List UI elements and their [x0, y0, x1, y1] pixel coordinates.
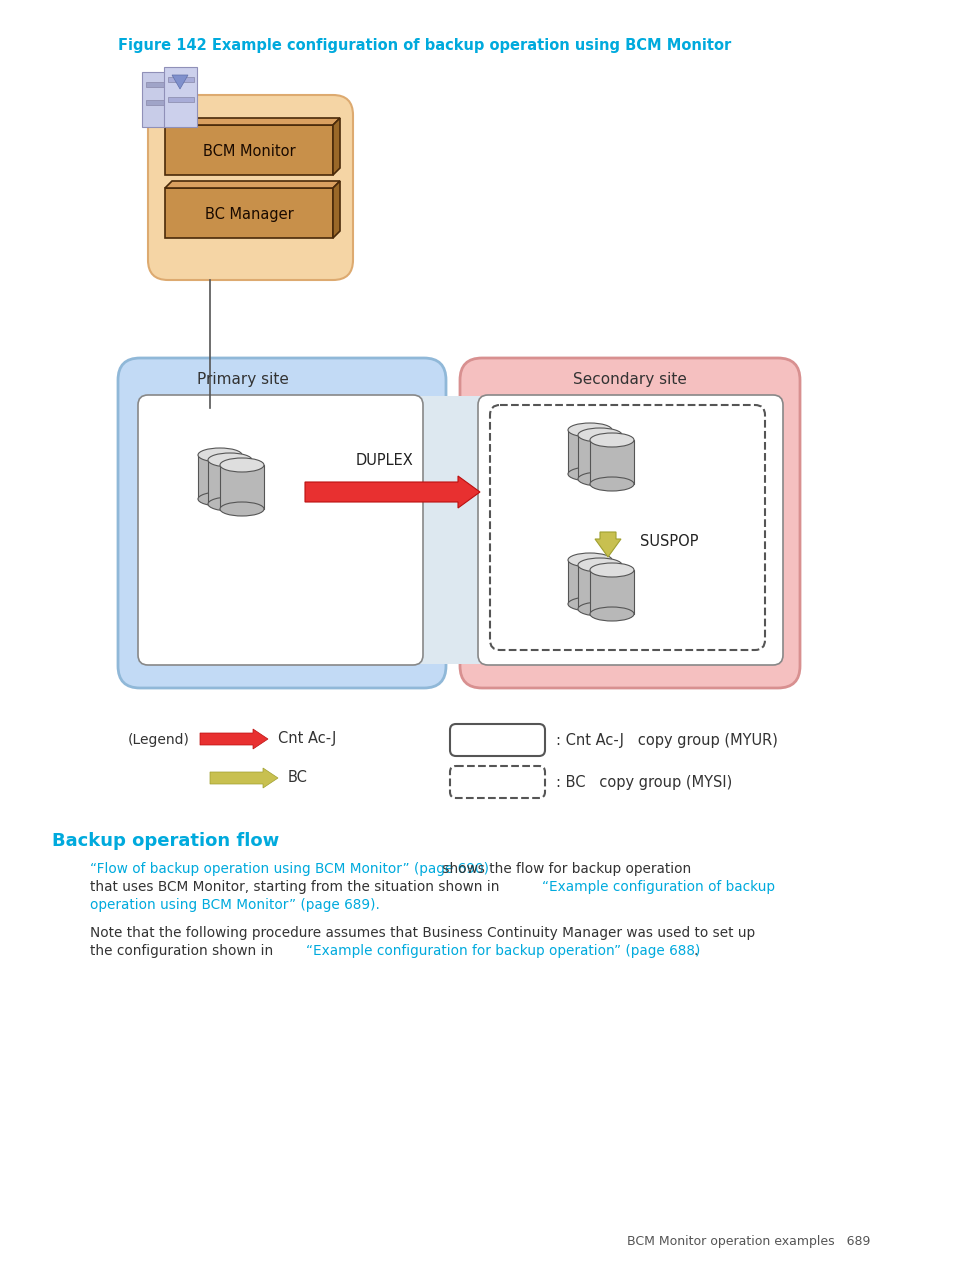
- Bar: [589, 440, 634, 484]
- Polygon shape: [165, 180, 339, 188]
- Text: BCM Monitor operation examples   689: BCM Monitor operation examples 689: [626, 1235, 869, 1248]
- Bar: [567, 430, 612, 474]
- Text: BCM Monitor: BCM Monitor: [202, 144, 295, 159]
- Ellipse shape: [567, 423, 612, 437]
- Ellipse shape: [589, 608, 634, 622]
- Text: Secondary site: Secondary site: [573, 372, 686, 386]
- FancyBboxPatch shape: [138, 395, 422, 665]
- Ellipse shape: [589, 433, 634, 447]
- FancyBboxPatch shape: [450, 766, 544, 798]
- FancyBboxPatch shape: [148, 95, 353, 280]
- Text: “Flow of backup operation using BCM Monitor” (page 690): “Flow of backup operation using BCM Moni…: [90, 862, 489, 876]
- Polygon shape: [333, 180, 339, 238]
- Bar: [208, 460, 252, 505]
- Bar: [165, 188, 333, 238]
- FancyArrow shape: [210, 768, 277, 788]
- Text: Note that the following procedure assumes that Business Continuity Manager was u: Note that the following procedure assume…: [90, 927, 755, 941]
- Text: Figure 142 Example configuration of backup operation using BCM Monitor: Figure 142 Example configuration of back…: [118, 38, 731, 53]
- Polygon shape: [172, 75, 188, 89]
- Text: “Example configuration for backup operation” (page 688): “Example configuration for backup operat…: [306, 944, 700, 958]
- Text: SUSPOP: SUSPOP: [639, 534, 698, 549]
- Bar: [567, 561, 612, 604]
- FancyBboxPatch shape: [459, 358, 800, 688]
- Ellipse shape: [567, 553, 612, 567]
- Ellipse shape: [567, 597, 612, 611]
- Text: .: .: [693, 944, 698, 958]
- Ellipse shape: [567, 466, 612, 480]
- Text: the configuration shown in: the configuration shown in: [90, 944, 277, 958]
- Text: Primary site: Primary site: [196, 372, 288, 386]
- Text: DUPLEX: DUPLEX: [355, 452, 414, 468]
- Polygon shape: [333, 118, 339, 175]
- Text: : Cnt Ac-J   copy group (MYUR): : Cnt Ac-J copy group (MYUR): [556, 732, 777, 747]
- Bar: [168, 97, 193, 102]
- Ellipse shape: [220, 502, 264, 516]
- Bar: [589, 569, 634, 614]
- Bar: [146, 83, 166, 86]
- Bar: [168, 78, 193, 83]
- FancyBboxPatch shape: [477, 395, 782, 665]
- Bar: [164, 67, 196, 127]
- FancyArrow shape: [200, 730, 268, 749]
- FancyArrow shape: [305, 477, 479, 508]
- Ellipse shape: [578, 472, 621, 486]
- FancyBboxPatch shape: [490, 405, 764, 649]
- Text: BC: BC: [288, 770, 308, 785]
- Bar: [578, 566, 621, 609]
- Bar: [419, 397, 479, 663]
- Bar: [198, 455, 242, 500]
- Text: shows the flow for backup operation: shows the flow for backup operation: [437, 862, 691, 876]
- FancyBboxPatch shape: [450, 724, 544, 756]
- Ellipse shape: [578, 558, 621, 572]
- Bar: [142, 72, 170, 127]
- Ellipse shape: [578, 428, 621, 442]
- Text: operation using BCM Monitor” (page 689).: operation using BCM Monitor” (page 689).: [90, 899, 379, 913]
- Polygon shape: [165, 118, 339, 125]
- Ellipse shape: [589, 477, 634, 491]
- Ellipse shape: [198, 447, 242, 461]
- Text: (Legend): (Legend): [128, 733, 190, 747]
- Ellipse shape: [589, 563, 634, 577]
- Bar: [165, 125, 333, 175]
- Ellipse shape: [220, 458, 264, 472]
- Ellipse shape: [208, 452, 252, 466]
- Text: Cnt Ac-J: Cnt Ac-J: [277, 732, 336, 746]
- Text: that uses BCM Monitor, starting from the situation shown in: that uses BCM Monitor, starting from the…: [90, 880, 503, 894]
- Ellipse shape: [198, 492, 242, 506]
- Ellipse shape: [208, 497, 252, 511]
- Bar: [578, 435, 621, 479]
- Bar: [220, 465, 264, 508]
- Bar: [146, 100, 166, 105]
- Text: Backup operation flow: Backup operation flow: [52, 833, 279, 850]
- Text: BC Manager: BC Manager: [204, 206, 294, 221]
- Ellipse shape: [578, 602, 621, 616]
- FancyArrow shape: [595, 533, 620, 557]
- Text: “Example configuration of backup: “Example configuration of backup: [541, 880, 774, 894]
- Text: : BC   copy group (MYSI): : BC copy group (MYSI): [556, 774, 732, 789]
- FancyBboxPatch shape: [118, 358, 446, 688]
